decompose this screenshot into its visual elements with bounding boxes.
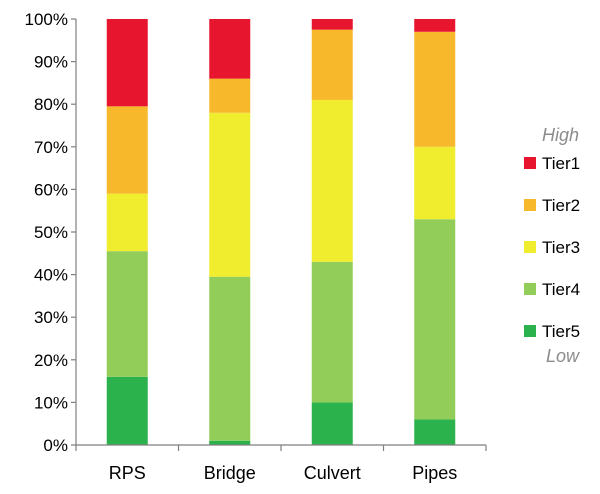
x-tick-label: RPS <box>109 463 146 483</box>
y-tick-label: 80% <box>34 95 68 114</box>
bar-segment-tier5-culvert <box>311 402 353 445</box>
y-tick-label: 60% <box>34 180 68 199</box>
y-tick-label: 90% <box>34 53 68 72</box>
y-tick-label: 30% <box>34 308 68 327</box>
bar-segment-tier5-pipes <box>414 419 456 445</box>
legend-items: Tier1 Tier2 Tier3 Tier4 Tier5 <box>524 154 580 341</box>
bar-segment-tier2-rps <box>106 106 148 194</box>
y-tick-label: 0% <box>43 436 68 455</box>
legend-swatch-tier3 <box>524 241 536 253</box>
bar-segment-tier4-pipes <box>414 219 456 420</box>
legend-swatch-tier5 <box>524 325 536 337</box>
bar-segment-tier3-pipes <box>414 146 456 220</box>
legend-swatch-tier4 <box>524 283 536 295</box>
bar-segment-tier4-rps <box>106 251 148 377</box>
bar-segment-tier5-rps <box>106 376 148 445</box>
bar-segment-tier2-bridge <box>209 78 251 113</box>
y-tick-label: 20% <box>34 351 68 370</box>
y-axis-ticks: 0% 10% 20% 30% 40% 50% 60% 70% 80% 90% 100% <box>25 10 68 455</box>
y-tick-label: 40% <box>34 266 68 285</box>
x-tick-label: Bridge <box>204 463 256 483</box>
y-tick-label: 10% <box>34 393 68 412</box>
legend: High Low Tier1 Tier2 Tier3 Tier4 Tier5 <box>524 125 580 366</box>
y-tick-label: 70% <box>34 138 68 157</box>
x-axis-labels: RPS Bridge Culvert Pipes <box>109 463 458 483</box>
bar-segment-tier1-culvert <box>311 19 353 30</box>
bar-segment-tier1-pipes <box>414 19 456 32</box>
legend-swatch-tier1 <box>524 157 536 169</box>
bar-segment-tier1-rps <box>106 19 148 107</box>
y-tick-label: 100% <box>25 10 68 29</box>
x-tick-label: Culvert <box>304 463 361 483</box>
bar-segment-tier2-culvert <box>311 29 353 100</box>
bar-segment-tier4-bridge <box>209 276 251 441</box>
y-tick-label: 50% <box>34 223 68 242</box>
x-tick-label: Pipes <box>412 463 457 483</box>
bar-segment-tier4-culvert <box>311 261 353 403</box>
legend-label-tier1: Tier1 <box>542 154 580 173</box>
legend-low-note: Low <box>546 346 580 366</box>
bar-segment-tier3-culvert <box>311 99 353 262</box>
legend-label-tier3: Tier3 <box>542 238 580 257</box>
legend-label-tier4: Tier4 <box>542 280 580 299</box>
bar-segment-tier2-pipes <box>414 31 456 147</box>
bars <box>106 19 456 445</box>
legend-swatch-tier2 <box>524 199 536 211</box>
bar-segment-tier3-bridge <box>209 112 251 277</box>
bar-segment-tier3-rps <box>106 193 148 252</box>
axes <box>71 18 487 451</box>
legend-label-tier2: Tier2 <box>542 196 580 215</box>
legend-high-note: High <box>542 125 579 145</box>
bar-segment-tier1-bridge <box>209 19 251 79</box>
bar-segment-tier5-bridge <box>209 440 251 445</box>
legend-label-tier5: Tier5 <box>542 322 580 341</box>
